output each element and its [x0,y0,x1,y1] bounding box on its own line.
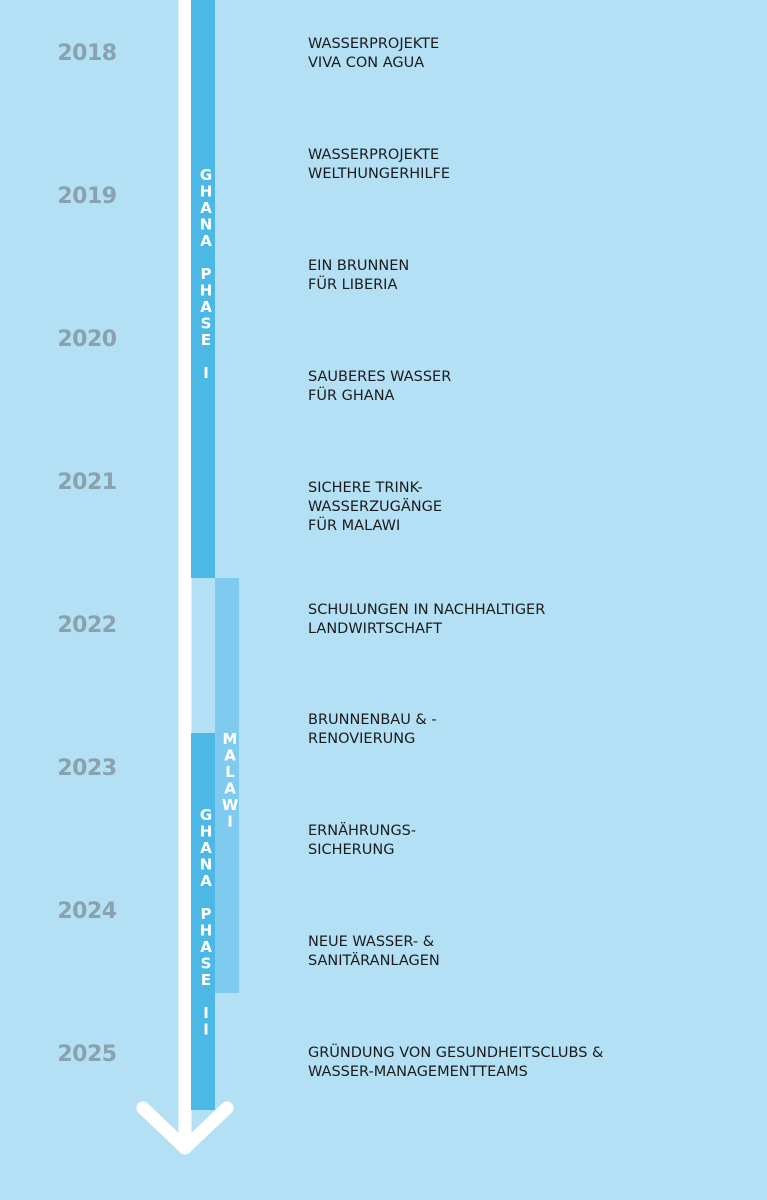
year-label: 2020 [57,327,117,352]
year-label: 2025 [57,1042,117,1067]
project-text: FÜR GHANA [308,388,395,404]
project-text: EIN BRUNNEN [308,258,410,274]
project-text: RENOVIERUNG [308,731,416,747]
year-label: 2022 [57,613,117,638]
year-label: 2021 [57,470,117,495]
project-text: NEUE WASSER- & [308,934,435,950]
project-text: VIVA CON AGUA [308,55,425,71]
project-text: WELTHUNGERHILFE [308,166,451,182]
project-text: BRUNNENBAU & - [308,712,437,728]
project-text: WASSERZUGÄNGE [308,499,443,515]
project-text: GRÜNDUNG VON GESUNDHEITSCLUBS & [308,1045,604,1061]
project-text: WASSERPROJEKTE [308,36,440,52]
phase-label: GHANA PHASE II [197,806,215,1037]
project-text: LANDWIRTSCHAFT [308,621,442,637]
project-text: WASSER-MANAGEMENTTEAMS [308,1064,528,1080]
arrow-head [136,1101,234,1155]
year-label: 2023 [57,756,117,781]
project-text: FÜR MALAWI [308,518,401,534]
phase-bar-ghana-1 [191,0,215,578]
project-text: SANITÄRANLAGEN [308,953,440,969]
year-label: 2019 [57,184,117,209]
project-text: SICHERUNG [308,842,395,858]
project-text: WASSERPROJEKTE [308,147,440,163]
year-label: 2018 [57,41,117,66]
project-text: SCHULUNGEN IN NACHHALTIGER [308,602,546,618]
phase-label: MALAWI [221,730,239,829]
project-text: FÜR LIBERIA [308,277,398,293]
project-text: SAUBERES WASSER [308,369,452,385]
project-text: ERNÄHRUNGS- [308,823,417,839]
project-text: SICHERE TRINK- [308,480,423,496]
phase-bar-malawi [215,578,239,993]
phase-label: GHANA PHASE I [197,166,215,381]
year-label: 2024 [57,899,117,924]
phase-bar-ghana-2 [191,733,215,1110]
